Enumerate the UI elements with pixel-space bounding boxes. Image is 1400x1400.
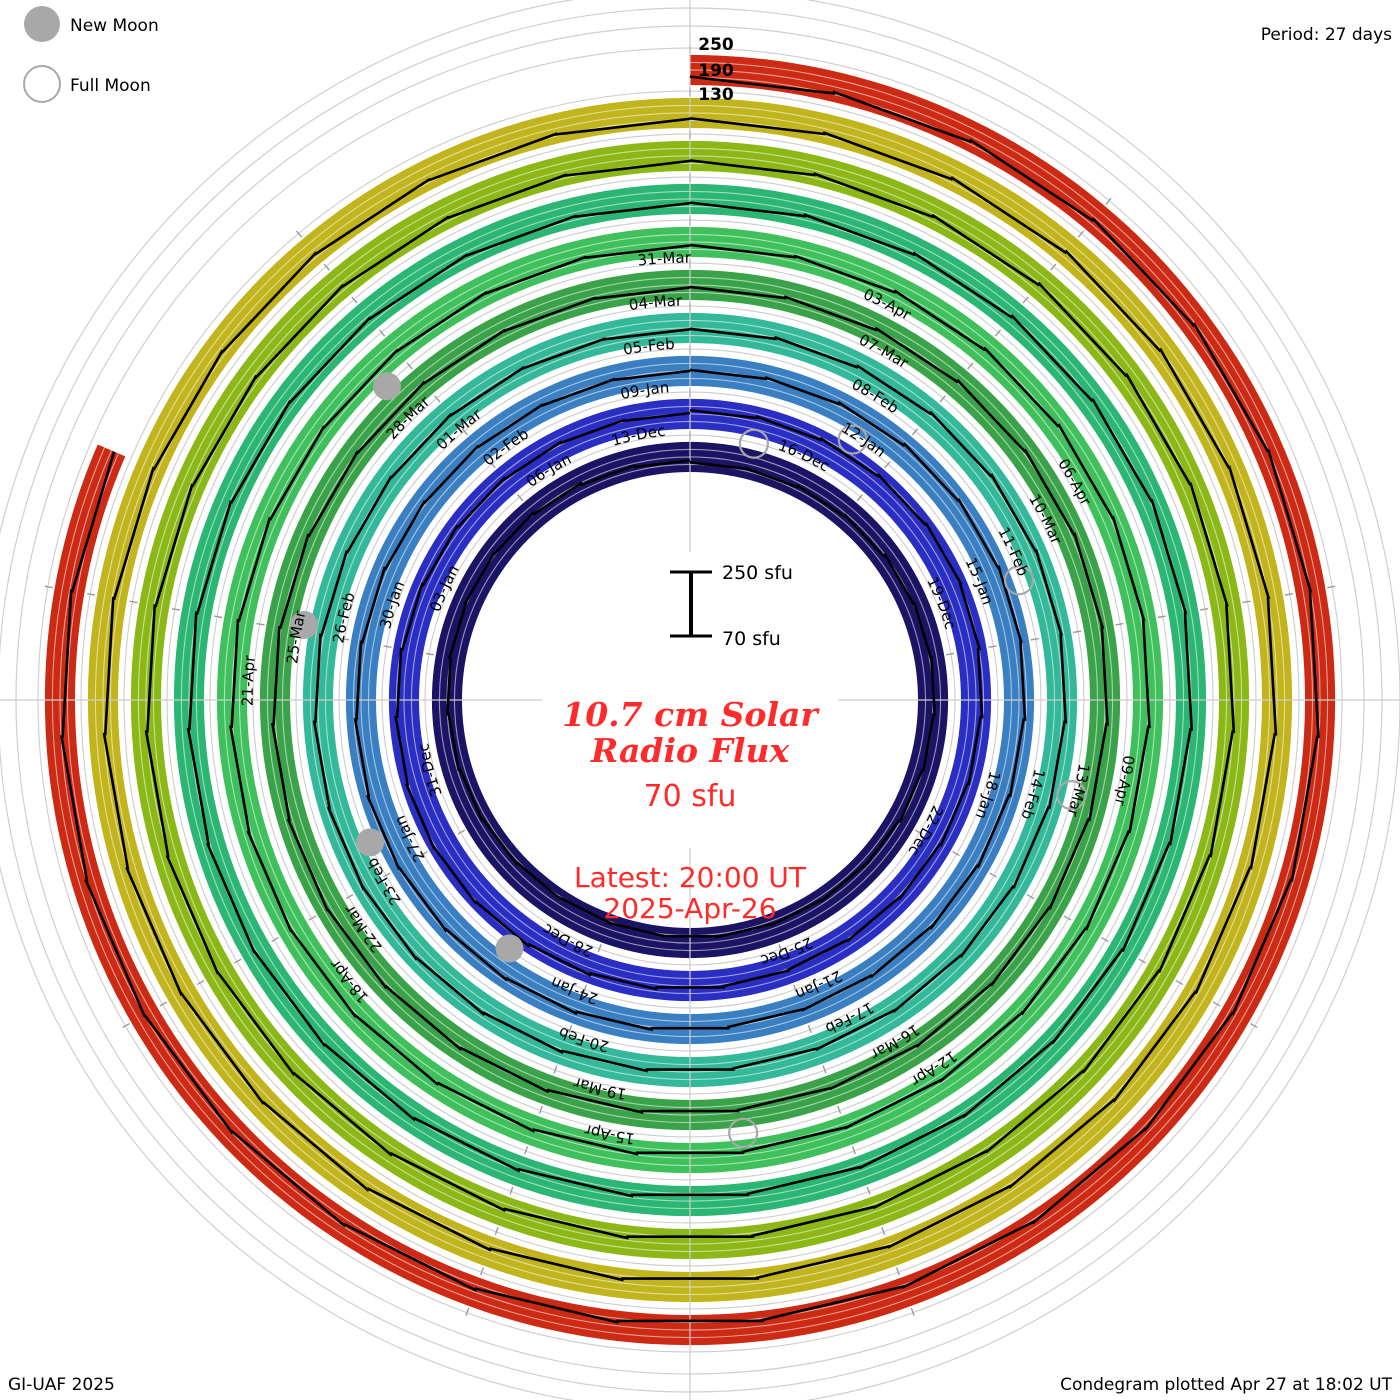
flux-trace xyxy=(312,327,1068,1073)
flux-trace xyxy=(59,75,1320,1324)
scale-bar-top-label: 250 sfu xyxy=(722,562,793,584)
flux-trace xyxy=(229,243,1151,1156)
scale-bar-bottom-label: 70 sfu xyxy=(722,628,781,650)
flux-trace xyxy=(353,368,1027,1032)
flux-trace xyxy=(102,117,1278,1282)
moon-markers-layer xyxy=(290,372,1087,1148)
full-moon-icon xyxy=(23,65,61,103)
legend-new-moon: New Moon xyxy=(24,6,159,42)
full-moon-marker xyxy=(837,424,868,455)
full-moon-marker xyxy=(1003,565,1035,596)
new-moon-marker xyxy=(373,372,402,401)
flux-trace xyxy=(394,408,984,991)
footer-right: Condegram plotted Apr 27 at 18:02 UT xyxy=(1060,1375,1393,1395)
current-value-label: 70 sfu xyxy=(644,779,737,814)
legend-full-moon: Full Moon xyxy=(23,65,151,103)
scale-bar: 250 sfu 70 sfu xyxy=(670,562,793,650)
flux-trace xyxy=(186,201,1194,1198)
scale-number-190: 190 xyxy=(698,61,734,81)
scale-number-250: 250 xyxy=(698,35,734,55)
new-moon-marker xyxy=(495,934,524,963)
ring-date-label: 04-Mar xyxy=(628,292,684,315)
new-moon-icon xyxy=(24,6,60,42)
chart-title-line2: Radio Flux xyxy=(590,731,790,770)
full-moon-label: Full Moon xyxy=(70,76,151,96)
latest-date-label: 2025-Apr-26 xyxy=(603,892,776,925)
full-moon-marker xyxy=(1056,780,1087,811)
new-moon-label: New Moon xyxy=(70,16,159,36)
period-label: Period: 27 days xyxy=(1261,25,1392,45)
new-moon-marker xyxy=(356,828,385,857)
flux-trace xyxy=(144,159,1236,1240)
latest-time-label: Latest: 20:00 UT xyxy=(574,861,807,894)
full-moon-marker xyxy=(738,428,769,459)
ring-date-label: 31-Mar xyxy=(637,249,692,270)
ring-date-label: 21-Apr xyxy=(239,654,259,706)
chart-title-line1: 10.7 cm Solar xyxy=(562,695,820,734)
footer-left: GI-UAF 2025 xyxy=(8,1375,115,1395)
scale-number-130: 130 xyxy=(698,85,734,105)
data-trace-layer xyxy=(59,75,1320,1324)
full-moon-marker xyxy=(728,1117,759,1148)
flux-trace xyxy=(270,285,1109,1115)
flux-trace xyxy=(445,459,937,939)
new-moon-marker xyxy=(290,610,319,639)
ring-date-label: 05-Feb xyxy=(622,335,675,359)
